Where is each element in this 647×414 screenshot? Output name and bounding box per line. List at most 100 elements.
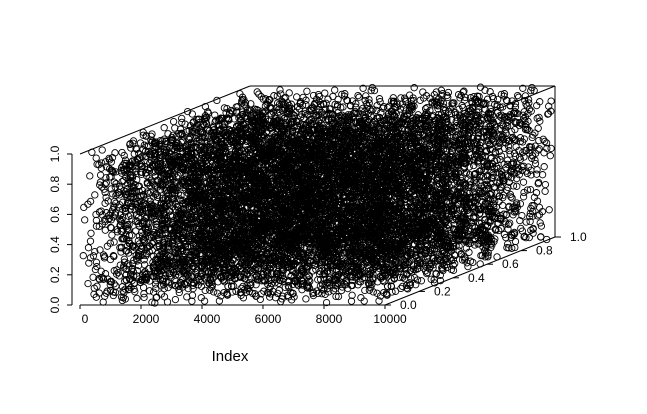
data-point bbox=[178, 114, 186, 123]
data-point bbox=[134, 237, 143, 245]
data-point bbox=[111, 183, 119, 191]
data-point bbox=[174, 129, 183, 138]
data-point bbox=[89, 252, 98, 260]
data-point bbox=[99, 275, 108, 283]
data-point bbox=[195, 115, 203, 123]
data-point bbox=[106, 239, 114, 247]
data-point bbox=[106, 281, 114, 289]
data-point bbox=[120, 166, 128, 175]
data-point bbox=[122, 265, 130, 273]
data-point bbox=[355, 93, 363, 101]
data-point bbox=[126, 140, 134, 148]
data-point bbox=[84, 244, 93, 252]
data-point bbox=[120, 151, 128, 160]
data-point bbox=[200, 115, 208, 124]
data-point bbox=[107, 224, 115, 232]
data-point bbox=[293, 93, 301, 101]
data-point bbox=[89, 273, 97, 281]
data-point bbox=[101, 188, 109, 197]
data-point bbox=[85, 259, 93, 267]
data-point bbox=[99, 251, 108, 259]
data-point bbox=[117, 248, 125, 256]
data-point bbox=[188, 110, 196, 118]
data-point bbox=[106, 255, 115, 264]
data-point bbox=[257, 93, 265, 101]
data-point bbox=[135, 275, 143, 283]
data-point bbox=[92, 216, 101, 225]
data-point bbox=[91, 247, 99, 256]
data-point bbox=[139, 283, 148, 292]
data-point bbox=[115, 188, 123, 197]
data-point bbox=[160, 124, 168, 132]
data-point bbox=[121, 295, 129, 303]
data-point bbox=[84, 279, 92, 288]
data-point bbox=[169, 117, 178, 126]
data-point bbox=[140, 141, 149, 149]
data-point bbox=[96, 171, 105, 179]
data-point bbox=[110, 178, 118, 186]
data-point bbox=[105, 214, 114, 222]
data-point bbox=[176, 125, 185, 133]
data-point bbox=[109, 291, 118, 300]
data-point bbox=[98, 273, 106, 282]
data-point bbox=[97, 164, 105, 172]
data-point bbox=[99, 298, 107, 306]
data-point bbox=[98, 220, 107, 228]
data-point bbox=[92, 258, 101, 266]
data-point bbox=[125, 225, 133, 234]
data-point bbox=[163, 298, 172, 306]
data-point bbox=[123, 224, 131, 233]
data-point bbox=[91, 191, 99, 199]
data-point bbox=[201, 286, 209, 295]
data-point bbox=[185, 126, 193, 135]
data-point bbox=[81, 216, 89, 224]
data-point bbox=[153, 250, 161, 258]
data-point bbox=[253, 88, 261, 96]
data-point bbox=[127, 144, 135, 152]
data-point bbox=[86, 197, 95, 206]
data-point bbox=[118, 215, 126, 224]
data-point bbox=[97, 207, 105, 215]
data-point bbox=[96, 178, 105, 186]
data-point bbox=[93, 160, 101, 168]
data-point bbox=[331, 86, 339, 94]
data-point bbox=[188, 291, 197, 299]
data-point bbox=[127, 283, 135, 292]
data-point bbox=[185, 135, 193, 143]
data-point bbox=[102, 179, 110, 187]
data-point bbox=[169, 131, 177, 139]
data-point bbox=[111, 149, 119, 157]
data-point bbox=[97, 159, 106, 167]
data-point bbox=[255, 90, 263, 98]
data-point bbox=[96, 246, 104, 254]
data-point bbox=[241, 99, 250, 107]
data-point bbox=[92, 293, 100, 301]
data-point bbox=[113, 228, 122, 236]
data-point bbox=[110, 197, 119, 206]
data-point bbox=[108, 167, 117, 176]
data-point bbox=[276, 86, 284, 94]
data-point bbox=[110, 238, 118, 246]
data-point bbox=[96, 181, 104, 189]
data-point bbox=[102, 163, 111, 171]
data-point bbox=[129, 139, 137, 147]
data-point bbox=[128, 231, 136, 239]
data-point bbox=[116, 211, 124, 219]
data-point bbox=[129, 268, 137, 276]
data-point bbox=[118, 169, 126, 177]
data-point bbox=[303, 87, 311, 95]
data-point bbox=[140, 256, 148, 264]
data-point bbox=[80, 203, 88, 212]
data-point bbox=[156, 136, 165, 145]
data-point bbox=[188, 297, 196, 305]
data-point bbox=[116, 217, 125, 225]
data-point bbox=[188, 126, 196, 134]
data-point bbox=[285, 89, 293, 97]
data-points bbox=[79, 83, 555, 307]
data-point bbox=[132, 145, 140, 153]
data-point bbox=[92, 154, 100, 162]
data-point bbox=[144, 142, 153, 150]
data-point bbox=[112, 199, 120, 207]
data-point bbox=[127, 211, 135, 220]
data-point bbox=[101, 199, 109, 207]
